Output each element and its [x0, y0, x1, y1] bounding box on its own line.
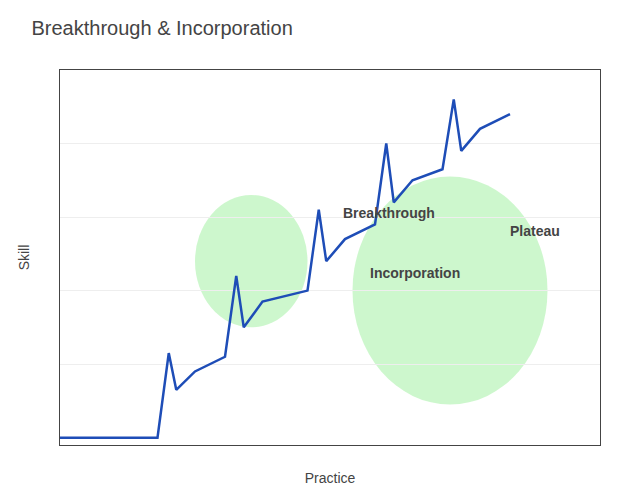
- svg-text:Plateau: Plateau: [510, 223, 560, 239]
- svg-text:Practice: Practice: [305, 470, 356, 486]
- svg-text:Breakthrough & Incorporation: Breakthrough & Incorporation: [32, 17, 293, 39]
- svg-text:Skill: Skill: [16, 245, 32, 271]
- svg-text:Incorporation: Incorporation: [370, 265, 460, 281]
- svg-text:Breakthrough: Breakthrough: [343, 205, 435, 221]
